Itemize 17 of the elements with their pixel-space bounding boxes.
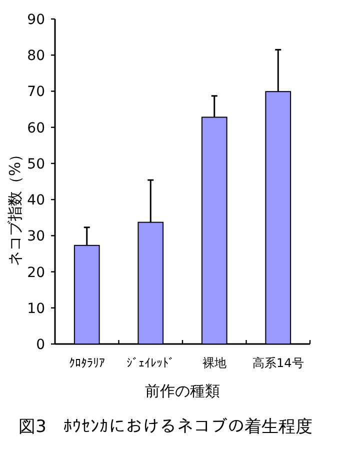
y-tick-label: 90 xyxy=(27,12,45,28)
y-tick-label: 40 xyxy=(27,192,45,209)
x-tick-label: ｸﾛﾀﾗﾘｱ xyxy=(68,356,105,370)
x-tick-label: 高系14号 xyxy=(252,356,304,370)
y-tick-label: 50 xyxy=(27,156,45,172)
y-tick-label: 0 xyxy=(36,337,45,353)
y-tick-label: 30 xyxy=(27,228,45,245)
text: 図3 ﾎｳｾﾝｶにおけるネコブの着生程度 xyxy=(18,417,312,437)
y-tick-label: 70 xyxy=(27,84,45,100)
y-axis-title: ネコブ指数（%） xyxy=(6,146,24,266)
x-tick-label: ｼﾞｪｲﾚｯﾄﾞ xyxy=(126,356,175,370)
x-tick-label: 裸地 xyxy=(202,356,226,370)
y-tick-label: 80 xyxy=(27,48,45,64)
x-axis-title: 前作の種類 xyxy=(145,382,220,400)
y-tick-label: 60 xyxy=(27,120,45,136)
y-tick-label: 20 xyxy=(27,264,45,281)
y-tick-label: 10 xyxy=(27,300,45,317)
